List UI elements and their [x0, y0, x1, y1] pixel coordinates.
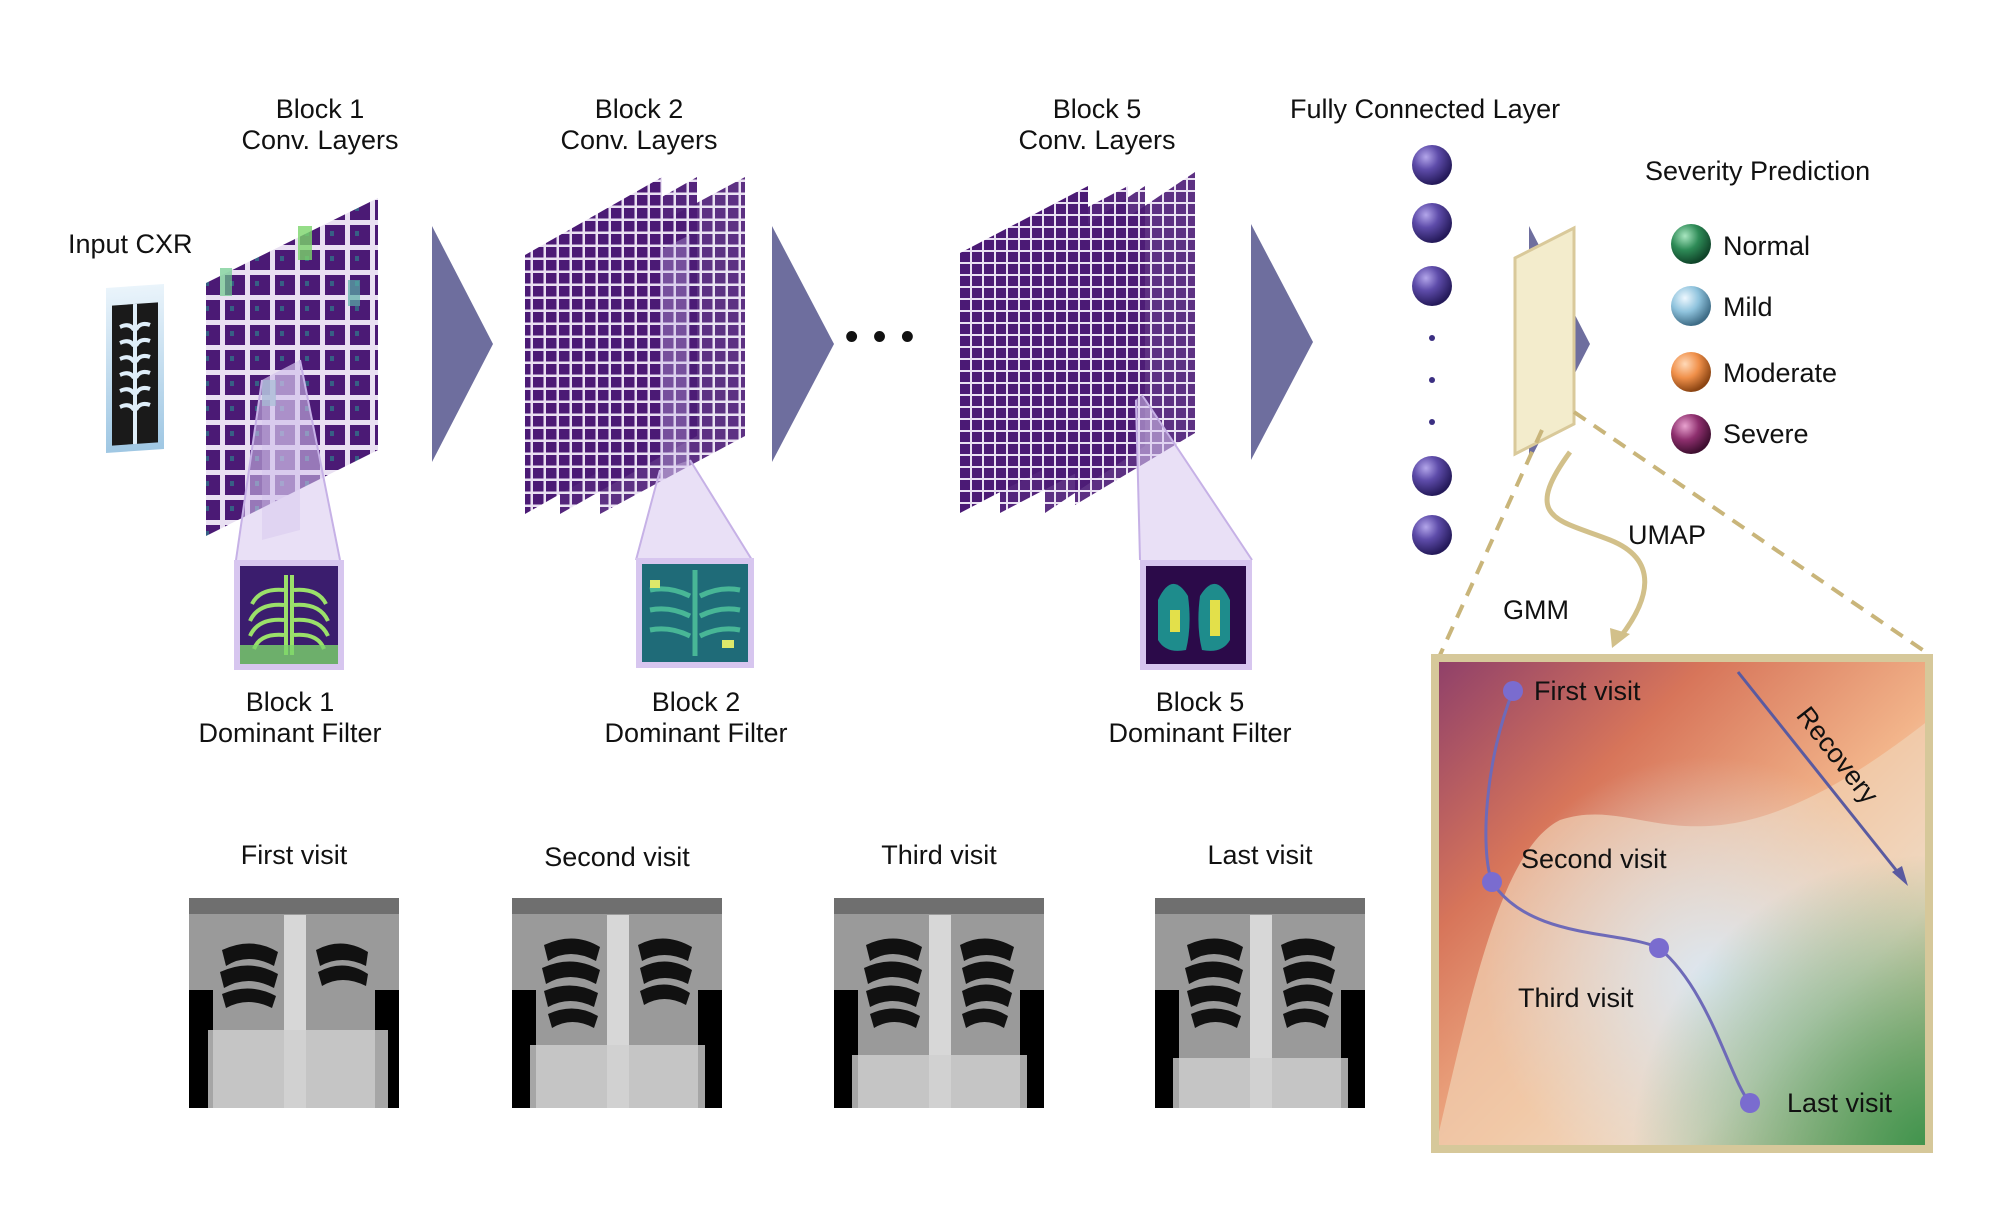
block5-dominant-filter-image	[1140, 560, 1252, 670]
severe-sphere	[1671, 414, 1711, 454]
block2-title-line1: Block 2	[594, 94, 684, 124]
trajectory-last-visit-label: Last visit	[1787, 1088, 1893, 1118]
gmm-label: GMM	[1503, 595, 1569, 625]
block2-title: Block 2 Conv. Layers	[544, 94, 734, 156]
block2-filter-caption: Block 2 Dominant Filter	[596, 687, 796, 749]
severity-moderate-label: Moderate	[1723, 358, 1838, 388]
umap-label: UMAP	[1628, 520, 1707, 550]
trajectory-path	[1484, 690, 1752, 1104]
visit-1-caption: First visit	[240, 840, 348, 870]
trajectory-first-visit-label: First visit	[1534, 676, 1641, 706]
fc-layer-title: Fully Connected Layer	[1290, 94, 1561, 124]
block1-title-line2: Conv. Layers	[241, 125, 399, 155]
block1-filter-line1: Block 1	[245, 687, 335, 717]
visit-images	[189, 898, 1365, 1108]
block5-filter-caption: Block 5 Dominant Filter	[1100, 687, 1300, 749]
mild-sphere	[1671, 286, 1711, 326]
projection-cones	[236, 360, 1252, 560]
first-visit-point	[1503, 681, 1523, 701]
latent-plane	[1513, 225, 1576, 457]
visit-image-3	[834, 898, 1044, 1108]
block2-title-line2: Conv. Layers	[560, 125, 718, 155]
block1-title: Block 1 Conv. Layers	[225, 94, 415, 156]
block1-filter-line2: Dominant Filter	[198, 718, 382, 748]
severity-legend-spheres	[1671, 224, 1711, 454]
input-cxr-label: Input CXR	[68, 229, 193, 259]
severity-mild-label: Mild	[1723, 292, 1773, 322]
umap-gmm-connector	[1544, 450, 1648, 642]
visit-image-2	[512, 898, 722, 1108]
visit-image-1	[189, 898, 399, 1108]
ellipsis: • • •	[845, 316, 917, 358]
block2-filter-line2: Dominant Filter	[604, 718, 788, 748]
fc-nodes	[1412, 145, 1452, 555]
normal-sphere	[1671, 224, 1711, 264]
visit-3-caption: Third visit	[881, 840, 997, 870]
moderate-sphere	[1671, 352, 1711, 392]
block5-feature-maps	[960, 172, 1195, 513]
block5-filter-line1: Block 5	[1155, 687, 1245, 717]
block5-title: Block 5 Conv. Layers	[1002, 94, 1192, 156]
second-visit-point	[1482, 872, 1502, 892]
visit-4-caption: Last visit	[1207, 840, 1313, 870]
severity-severe-label: Severe	[1723, 419, 1809, 449]
visit-2-caption: Second visit	[544, 842, 690, 872]
block1-title-line1: Block 1	[275, 94, 365, 124]
block2-feature-maps	[525, 177, 745, 514]
block5-title-line2: Conv. Layers	[1018, 125, 1176, 155]
block2-filter-line1: Block 2	[651, 687, 741, 717]
block2-dominant-filter-image	[636, 558, 754, 668]
block1-dominant-filter-image	[234, 560, 344, 670]
input-cxr-image	[106, 283, 164, 453]
block1-filter-caption: Block 1 Dominant Filter	[190, 687, 390, 749]
severity-normal-label: Normal	[1723, 231, 1811, 261]
block5-title-line1: Block 5	[1052, 94, 1142, 124]
trajectory-third-visit-label: Third visit	[1518, 983, 1634, 1013]
third-visit-point	[1649, 938, 1669, 958]
gmm-panel	[1431, 654, 1933, 1153]
severity-title: Severity Prediction	[1645, 156, 1871, 186]
last-visit-point	[1740, 1093, 1760, 1113]
visit-image-4	[1155, 898, 1365, 1108]
zoom-lines	[1438, 410, 1932, 657]
trajectory-second-visit-label: Second visit	[1521, 844, 1667, 874]
block5-filter-line2: Dominant Filter	[1108, 718, 1292, 748]
